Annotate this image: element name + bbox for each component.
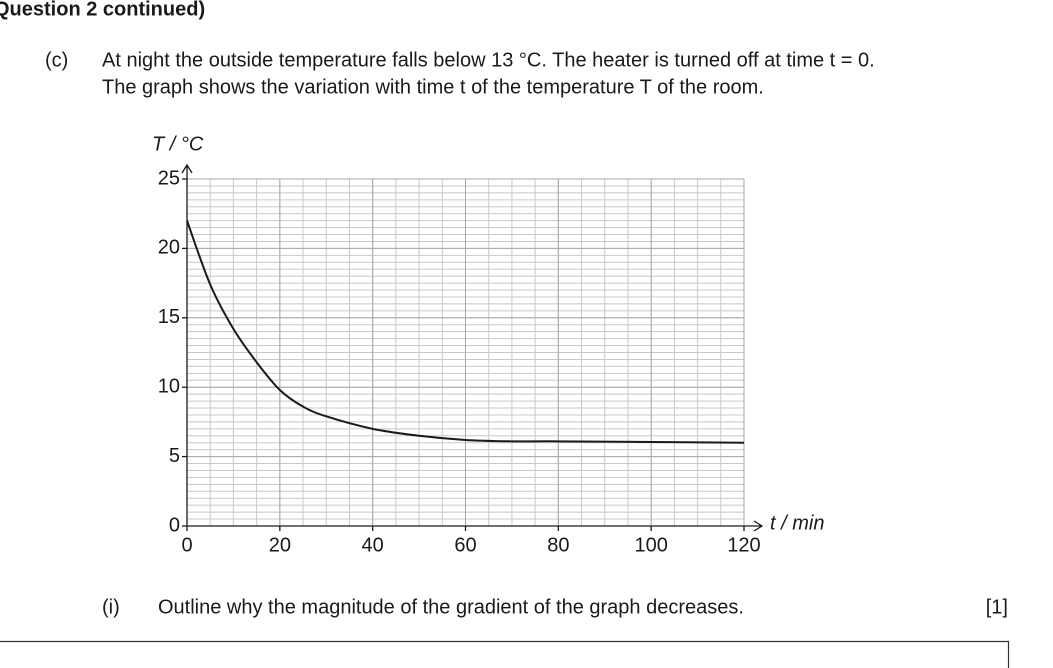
- x-tick-label: 40: [362, 534, 384, 556]
- x-tick-label: 120: [727, 534, 760, 556]
- y-tick-label: 0: [169, 514, 180, 536]
- part-line: The graph shows the variation with time …: [102, 76, 764, 98]
- y-tick-label: 15: [158, 306, 180, 328]
- part-line: At night the outside temperature falls b…: [102, 49, 875, 71]
- y-axis: [181, 163, 193, 526]
- x-tick-label: 0: [181, 534, 192, 556]
- question-label: (i): [102, 596, 120, 618]
- x-tick-label: 100: [634, 534, 667, 556]
- y-tick-label: 25: [158, 167, 180, 189]
- x-axis-label: t / min: [770, 512, 824, 534]
- y-tick-label: 10: [158, 375, 180, 397]
- answer-box: [0, 640, 1010, 668]
- y-axis-label: T / °C: [152, 133, 204, 155]
- x-tick-label: 20: [269, 534, 291, 556]
- question-text: Outline why the magnitude of the gradien…: [158, 596, 744, 618]
- y-tick-label: 20: [158, 237, 180, 259]
- marks: [1]: [986, 596, 1008, 618]
- x-tick-label: 80: [547, 534, 569, 556]
- x-tick-label: 60: [454, 534, 476, 556]
- x-axis: [187, 520, 764, 532]
- y-tick-label: 5: [169, 445, 180, 467]
- curve: [186, 220, 745, 444]
- header: Question 2 continued): [0, 0, 205, 20]
- part-label: (c): [45, 49, 68, 71]
